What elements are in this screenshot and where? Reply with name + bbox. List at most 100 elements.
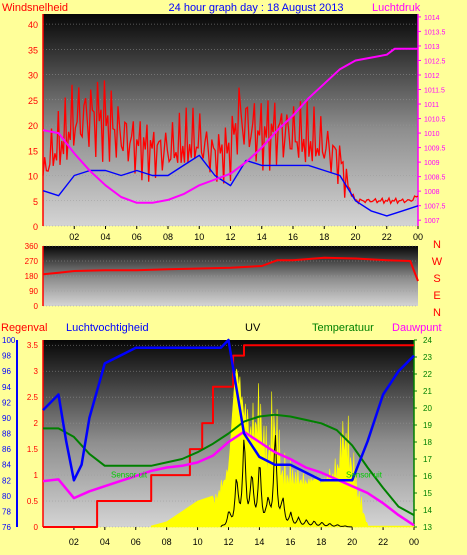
pressure-tick-label-6: 1010 <box>424 131 440 138</box>
x-tick-label-5: 12 <box>223 537 233 547</box>
direction-tick-label-4: 360 <box>25 242 39 251</box>
x-tick-label-3: 08 <box>163 232 173 242</box>
uv-tick-label-4: 2 <box>34 419 39 428</box>
temperature-tick-label-7: 20 <box>423 404 432 413</box>
humidity-tick-label-4: 84 <box>2 461 11 470</box>
wind-direction-series <box>42 256 419 282</box>
x-tick-label-3: 08 <box>162 537 172 547</box>
x-tick-label-11: 00 <box>409 537 419 547</box>
temperature-tick-label-0: 13 <box>423 523 432 532</box>
rain-humidity-uv-temperature-chart: Regenval Luchtvochtigheid UV Temperatuur… <box>1 322 442 547</box>
x-tick-label-2: 06 <box>132 232 142 242</box>
pressure-tick-label-13: 1013.5 <box>424 29 446 36</box>
uv-tick-label-5: 2.5 <box>27 393 39 402</box>
temperature-tick-label-3: 16 <box>423 472 432 481</box>
uv-tick-label-1: 0.5 <box>27 497 39 506</box>
annotation-sensor-off-2: Sensor uit <box>346 471 383 480</box>
y-tick-label-8: 40 <box>28 20 38 30</box>
pressure-tick-label-7: 1010.5 <box>424 117 446 124</box>
x-tick-label-8: 18 <box>316 537 326 547</box>
direction-tick-label-1: 90 <box>29 287 38 296</box>
direction-tick-label-2: 180 <box>25 272 39 281</box>
humidity-tick-label-9: 94 <box>2 383 11 392</box>
pressure-axis-label: Luchtdruk <box>372 2 421 14</box>
temperature-tick-label-6: 19 <box>423 421 432 430</box>
uv-tick-label-0: 0 <box>34 523 39 532</box>
direction-tick-label-0: 0 <box>34 302 39 311</box>
legend-dewpoint: Dauwpunt <box>392 322 442 334</box>
pressure-tick-label-5: 1009.5 <box>424 146 446 153</box>
y-tick-label-2: 10 <box>28 172 38 182</box>
pressure-tick-label-8: 1011 <box>424 102 439 109</box>
wind-axis-label: Windsnelheid <box>2 2 68 14</box>
pressure-tick-label-10: 1012 <box>424 73 440 80</box>
x-tick-label-2: 06 <box>131 537 141 547</box>
humidity-tick-label-7: 90 <box>2 414 11 423</box>
temperature-tick-label-2: 15 <box>423 489 432 498</box>
x-tick-label-7: 16 <box>285 537 295 547</box>
x-tick-label-5: 12 <box>225 232 235 242</box>
x-tick-label-0: 02 <box>69 232 79 242</box>
x-tick-label-6: 14 <box>254 537 264 547</box>
humidity-series <box>42 338 415 482</box>
pressure-tick-label-11: 1012.5 <box>424 58 446 65</box>
pressure-tick-label-0: 1007 <box>424 218 440 225</box>
uv-tick-label-3: 1.5 <box>27 445 39 454</box>
x-tick-label-10: 22 <box>378 537 388 547</box>
x-tick-label-0: 02 <box>69 537 79 547</box>
pressure-series <box>42 47 418 204</box>
temperature-tick-label-4: 17 <box>423 455 432 464</box>
compass-label-2: S <box>433 273 440 285</box>
x-tick-label-7: 16 <box>288 232 298 242</box>
humidity-tick-label-8: 92 <box>2 398 11 407</box>
x-tick-label-8: 18 <box>319 232 329 242</box>
y-tick-label-6: 30 <box>28 71 38 81</box>
uv-tick-label-6: 3 <box>34 367 39 376</box>
pressure-tick-label-12: 1013 <box>424 44 440 51</box>
x-tick-label-9: 20 <box>350 232 360 242</box>
humidity-tick-label-6: 88 <box>2 430 11 439</box>
legend-rain: Regenval <box>1 322 47 334</box>
y-tick-label-7: 35 <box>28 45 38 55</box>
y-tick-label-5: 25 <box>28 96 38 106</box>
uv-tick-label-7: 3.5 <box>27 341 39 350</box>
temperature-tick-label-1: 14 <box>423 506 432 515</box>
compass-label-0: N <box>433 239 441 251</box>
humidity-tick-label-12: 100 <box>2 336 16 345</box>
direction-tick-label-3: 270 <box>25 257 39 266</box>
pressure-tick-label-14: 1014 <box>424 15 440 22</box>
pressure-tick-label-3: 1008.5 <box>424 175 446 182</box>
x-tick-label-6: 14 <box>257 232 267 242</box>
solar-series <box>220 435 353 528</box>
x-tick-label-9: 20 <box>347 537 357 547</box>
pressure-tick-label-9: 1011.5 <box>424 88 445 95</box>
annotation-sensor-off-1: Sensor uit <box>111 471 148 480</box>
y-tick-label-3: 15 <box>28 146 38 156</box>
y-tick-label-1: 5 <box>33 197 38 207</box>
legend-uv: UV <box>245 322 261 334</box>
compass-label-4: N <box>433 307 441 319</box>
humidity-tick-label-10: 96 <box>2 367 11 376</box>
temperature-tick-label-9: 22 <box>423 370 432 379</box>
chart-title: 24 hour graph day : 18 August 2013 <box>169 2 344 14</box>
temperature-tick-label-8: 21 <box>423 387 432 396</box>
x-tick-label-4: 10 <box>194 232 204 242</box>
pressure-tick-label-4: 1009 <box>424 160 440 167</box>
compass-label-3: E <box>433 290 440 302</box>
x-tick-label-1: 04 <box>100 232 110 242</box>
legend-temperature: Temperatuur <box>312 322 374 334</box>
humidity-tick-label-3: 82 <box>2 476 11 485</box>
temperature-series <box>43 413 415 516</box>
x-tick-label-1: 04 <box>100 537 110 547</box>
x-tick-label-10: 22 <box>382 232 392 242</box>
wind-pressure-chart: Windsnelheid 24 hour graph day : 18 Augu… <box>2 2 446 242</box>
temperature-tick-label-11: 24 <box>423 336 432 345</box>
pressure-tick-label-2: 1008 <box>424 189 440 196</box>
temperature-tick-label-5: 18 <box>423 438 432 447</box>
dewpoint-series <box>42 430 415 527</box>
rain-series <box>43 344 414 528</box>
temperature-tick-label-10: 23 <box>423 353 432 362</box>
